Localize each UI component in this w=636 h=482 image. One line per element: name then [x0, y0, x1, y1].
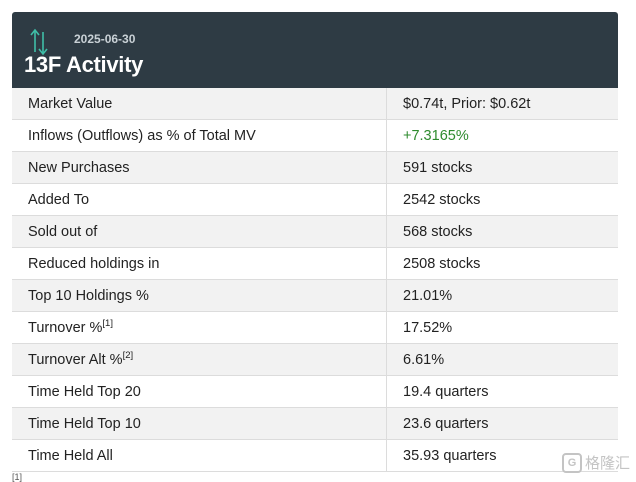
row-label-turnover-alt: Turnover Alt %[2]	[12, 343, 387, 376]
table-row: Time Held All 35.93 quarters	[12, 439, 618, 472]
footnote-ref-2[interactable]: [2]	[122, 349, 134, 361]
watermark-text: 格隆汇	[584, 455, 630, 472]
row-label-market-value: Market Value	[12, 88, 387, 120]
footnote-marker: [1]	[12, 472, 23, 482]
card-title: 13F Activity	[24, 52, 144, 77]
row-label-inflows: Inflows (Outflows) as % of Total MV	[12, 119, 387, 152]
up-down-arrow-icon	[30, 28, 48, 56]
table-row: Added To 2542 stocks	[12, 183, 618, 216]
row-value-new-purchases: 591 stocks	[386, 151, 618, 184]
table-row: Top 10 Holdings % 21.01%	[12, 279, 618, 312]
turnover-label-text: Turnover %	[28, 319, 103, 336]
table-row: Reduced holdings in 2508 stocks	[12, 247, 618, 280]
card-header: 2025-06-30 13F Activity	[12, 12, 618, 88]
report-date: 2025-06-30	[74, 32, 136, 46]
activity-table: Market Value $0.74t, Prior: $0.62t Inflo…	[12, 88, 618, 472]
table-row: Market Value $0.74t, Prior: $0.62t	[12, 88, 618, 120]
table-row: Turnover %[1] 17.52%	[12, 311, 618, 344]
row-value-turnover-alt: 6.61%	[386, 343, 618, 376]
row-value-time-held-top10: 23.6 quarters	[386, 407, 618, 440]
row-label-time-held-top20: Time Held Top 20	[12, 375, 387, 408]
row-value-turnover: 17.52%	[386, 311, 618, 344]
turnover-alt-label-text: Turnover Alt %	[28, 351, 123, 368]
row-label-top10-holdings: Top 10 Holdings %	[12, 279, 387, 312]
row-value-time-held-top20: 19.4 quarters	[386, 375, 618, 408]
row-label-sold-out: Sold out of	[12, 215, 387, 248]
row-label-time-held-all: Time Held All	[12, 439, 387, 472]
table-row: New Purchases 591 stocks	[12, 151, 618, 184]
row-value-market-value: $0.74t, Prior: $0.62t	[386, 88, 618, 120]
row-value-reduced: 2508 stocks	[386, 247, 618, 280]
table-row: Time Held Top 20 19.4 quarters	[12, 375, 618, 408]
table-row: Inflows (Outflows) as % of Total MV +7.3…	[12, 119, 618, 152]
row-label-reduced: Reduced holdings in	[12, 247, 387, 280]
row-value-inflows: +7.3165%	[386, 119, 618, 152]
row-label-turnover: Turnover %[1]	[12, 311, 387, 344]
row-label-new-purchases: New Purchases	[12, 151, 387, 184]
table-row: Time Held Top 10 23.6 quarters	[12, 407, 618, 440]
row-label-time-held-top10: Time Held Top 10	[12, 407, 387, 440]
row-value-added-to: 2542 stocks	[386, 183, 618, 216]
row-label-added-to: Added To	[12, 183, 387, 216]
watermark-logo-icon: G	[561, 452, 582, 473]
activity-card: 2025-06-30 13F Activity Market Value $0.…	[12, 12, 618, 472]
row-value-top10-holdings: 21.01%	[386, 279, 618, 312]
footnote-ref-1[interactable]: [1]	[102, 317, 113, 329]
row-value-sold-out: 568 stocks	[386, 215, 618, 248]
table-row: Turnover Alt %[2] 6.61%	[12, 343, 618, 376]
table-row: Sold out of 568 stocks	[12, 215, 618, 248]
watermark: G 格隆汇	[561, 452, 630, 473]
